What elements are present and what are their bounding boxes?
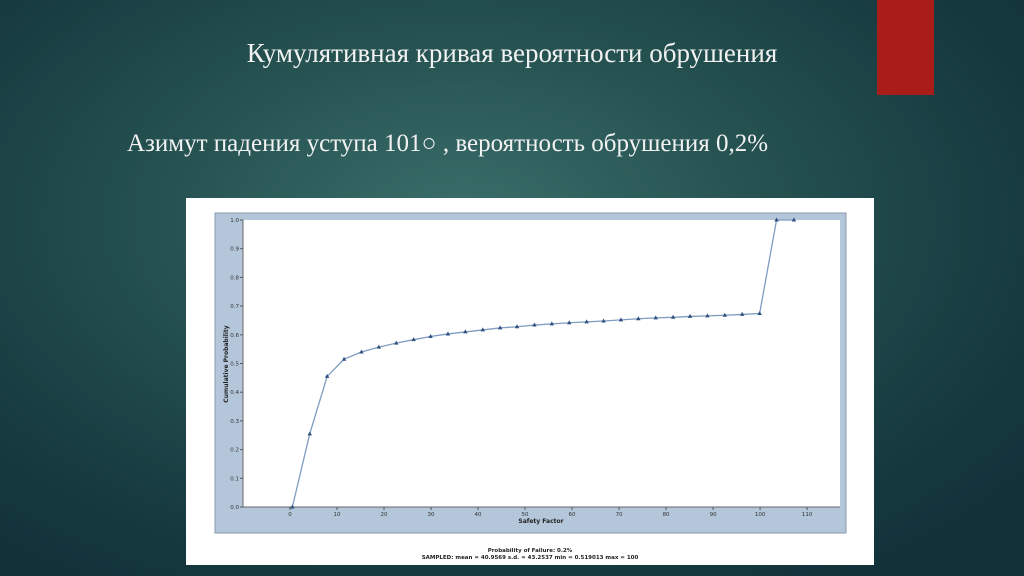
data-point	[324, 373, 330, 378]
data-point	[514, 324, 520, 329]
data-point	[341, 356, 347, 361]
data-point	[601, 318, 606, 323]
y-tick-label: 0.6	[230, 333, 239, 339]
y-tick-label: 1.0	[230, 218, 239, 224]
data-point	[670, 314, 676, 319]
footer-probability: Probability of Failure: 0.2%	[488, 548, 573, 554]
x-tick-label: 70	[616, 512, 623, 518]
x-tick-label: 10	[334, 512, 341, 518]
data-point	[687, 313, 693, 318]
data-point	[307, 431, 312, 436]
x-tick-label: 100	[755, 512, 766, 518]
data-point	[584, 319, 589, 324]
x-tick-label: 110	[802, 512, 813, 518]
data-point	[359, 349, 364, 354]
data-point	[376, 344, 382, 349]
x-tick-label: 60	[569, 512, 576, 518]
data-point	[411, 337, 416, 342]
data-point	[705, 313, 710, 318]
data-point	[774, 217, 779, 222]
footer-statistics: SAMPLED: mean = 40.9569 s.d. = 43.2537 m…	[422, 555, 639, 561]
data-point	[445, 331, 451, 336]
data-point	[567, 320, 572, 325]
data-point	[722, 312, 728, 317]
x-tick-label: 0	[288, 512, 292, 518]
data-point	[653, 315, 658, 320]
data-point	[618, 317, 624, 322]
data-point	[290, 504, 295, 509]
y-tick-label: 0.8	[230, 275, 239, 281]
x-tick-label: 20	[381, 512, 388, 518]
data-point	[740, 311, 745, 316]
slide-subtitle: Азимут падения уступа 101○ , вероятность…	[127, 130, 769, 157]
data-point	[532, 322, 537, 327]
data-point	[480, 327, 485, 332]
data-point	[428, 334, 433, 339]
x-tick-label: 50	[522, 512, 529, 518]
x-axis-label: Safety Factor	[518, 518, 563, 525]
data-point	[463, 329, 468, 334]
data-point	[549, 321, 555, 326]
slide-title: Кумулятивная кривая вероятности обрушени…	[246, 38, 778, 68]
cumulative-curve	[291, 219, 794, 508]
y-tick-label: 0.4	[230, 390, 239, 396]
y-tick-label: 0.2	[230, 448, 239, 454]
data-point	[394, 340, 399, 345]
x-tick-label: 90	[710, 512, 717, 518]
x-tick-label: 80	[663, 512, 670, 518]
accent-bar	[877, 0, 934, 95]
y-tick-label: 0.3	[230, 419, 239, 425]
y-axis-label: Cumulative Probability	[223, 325, 230, 402]
y-tick-label: 0.1	[230, 476, 239, 482]
data-point	[636, 316, 641, 321]
x-tick-label: 40	[475, 512, 482, 518]
y-tick-label: 0.0	[230, 505, 239, 511]
plot-area	[243, 220, 840, 507]
y-tick-label: 0.9	[230, 247, 239, 253]
data-point	[757, 311, 762, 316]
x-tick-label: 30	[428, 512, 435, 518]
y-tick-label: 0.5	[230, 362, 239, 368]
data-point	[497, 325, 503, 330]
data-point	[791, 217, 797, 222]
y-tick-label: 0.7	[230, 304, 239, 310]
